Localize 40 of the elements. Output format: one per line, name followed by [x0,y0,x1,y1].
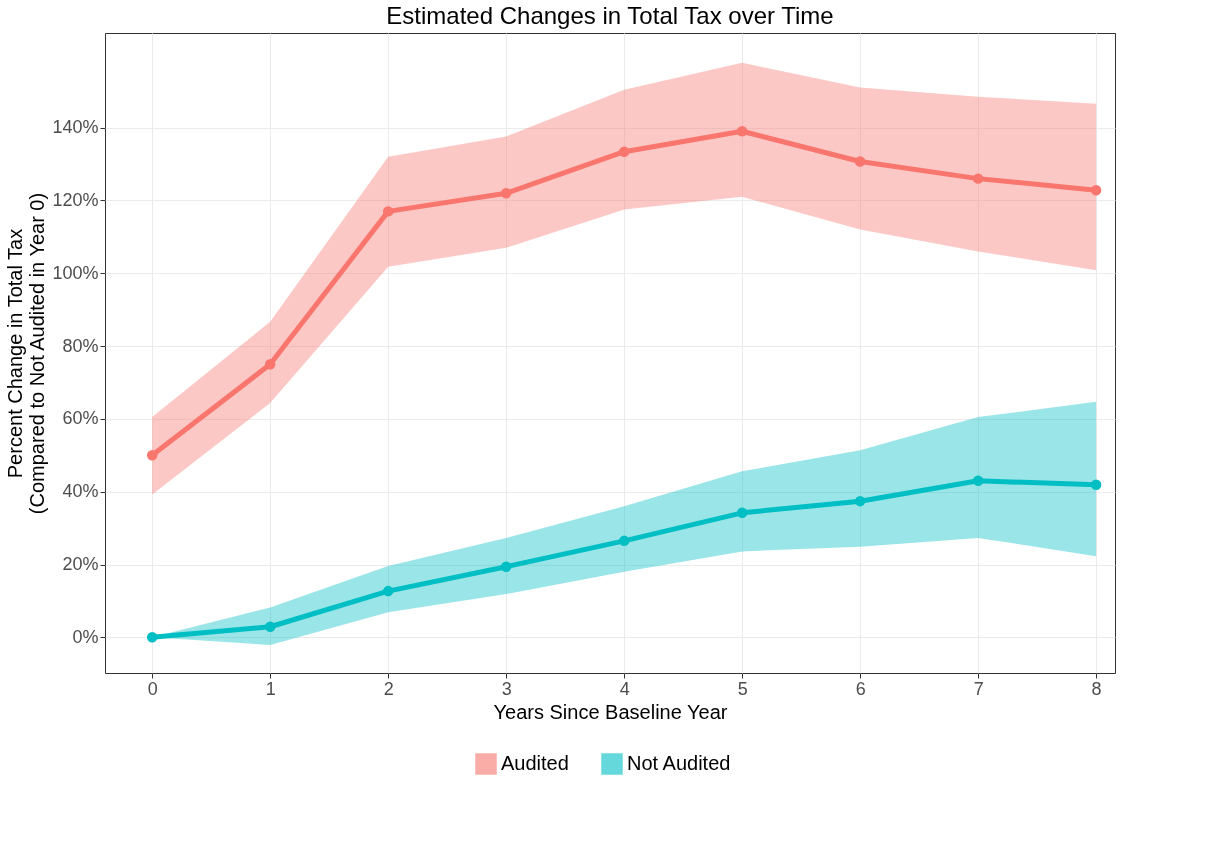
point [264,621,276,632]
point [972,173,984,184]
chart-title: Estimated Changes in Total Tax over Time [386,2,834,29]
y-tick-label: 20% [62,554,99,575]
x-tick-label: 1 [265,678,276,699]
y-tick-label: 120% [52,189,99,210]
x-axis-title: Years Since Baseline Year [493,700,728,723]
x-tick-label: 4 [619,678,630,699]
point [736,507,748,519]
legend-label: Not Audited [627,752,731,774]
point [972,475,984,487]
y-tick-label: 60% [62,408,99,429]
point [382,585,394,597]
y-tick-label: 0% [72,626,99,647]
x-tick-label: 3 [501,678,512,699]
point [854,156,866,167]
y-axis-title: Percent Change in Total Tax (Compared to Not Audited in Year 0) [4,192,49,515]
y-tick-label: 100% [52,262,99,283]
point [854,495,866,507]
point [500,187,512,199]
point [146,450,158,461]
x-tick-label: 7 [973,678,984,699]
point [500,561,512,572]
x-tick-label: 8 [1091,678,1102,699]
y-tick-label: 40% [62,481,99,502]
x-tick-label: 2 [383,678,394,699]
point [618,146,630,157]
x-tick-label: 5 [737,678,748,699]
point [382,206,394,217]
point [618,535,630,547]
point [736,126,748,137]
point [146,632,158,643]
x-tick-label: 0 [147,678,158,699]
y-tick-label: 80% [62,335,99,356]
point [1090,479,1102,491]
y-tick-label: 140% [52,117,99,138]
point [264,359,276,370]
x-tick-label: 6 [855,678,866,699]
legend-label: Audited [501,752,569,774]
point [1090,185,1102,196]
